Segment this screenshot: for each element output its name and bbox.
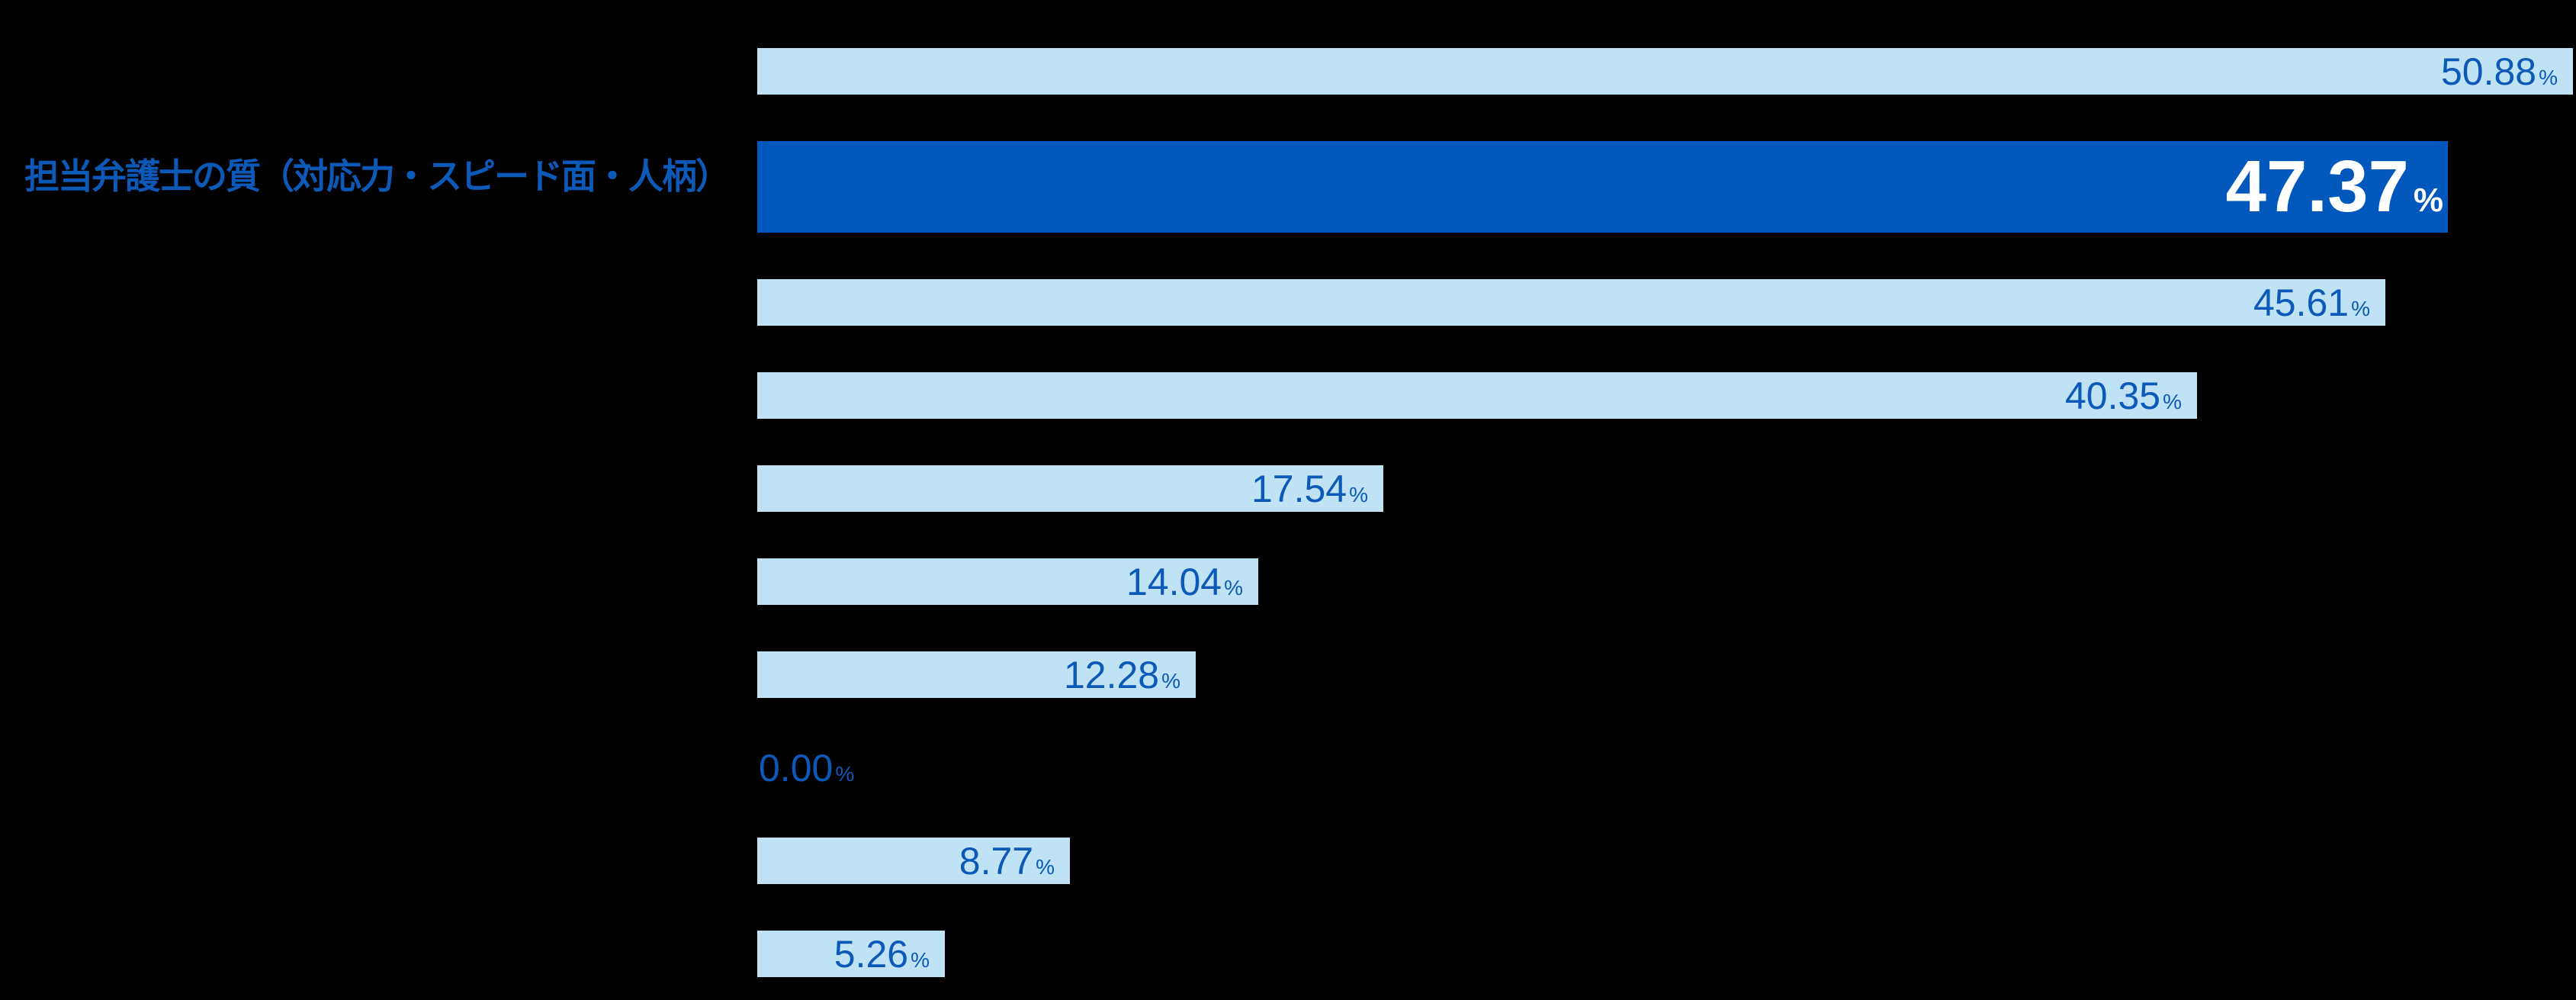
value-label: 5.26 % — [834, 935, 930, 973]
percent-suffix: % — [1036, 854, 1055, 879]
value-number: 14.04 — [1126, 560, 1222, 603]
percent-suffix: % — [835, 761, 855, 786]
percent-suffix: % — [2351, 296, 2370, 320]
bar-row: 0.00 % — [0, 744, 2576, 791]
category-label: 担当弁護士の質（対応力・スピード面・人柄） — [24, 156, 731, 196]
bar: 12.28 % — [757, 651, 1196, 698]
percent-suffix: % — [911, 947, 930, 972]
percent-suffix: % — [2163, 389, 2182, 413]
value-label: 17.54 % — [1251, 470, 1368, 508]
bar-row: 14.04 % — [0, 558, 2576, 605]
value-label: 47.37 % — [2226, 150, 2443, 223]
percent-suffix: % — [1224, 575, 1243, 600]
bar: 17.54 % — [757, 465, 1383, 512]
value-number: 0.00 — [759, 746, 834, 789]
value-label: 50.88 % — [2441, 53, 2558, 91]
value-label: 45.61 % — [2253, 284, 2370, 322]
percent-suffix: % — [2539, 65, 2558, 89]
value-label: 12.28 % — [1064, 656, 1180, 694]
value-label: 8.77 % — [959, 842, 1055, 880]
bar-row: 担当弁護士の質（対応力・スピード面・人柄） 47.37 % — [0, 141, 2576, 233]
bar: 50.88 % — [757, 48, 2573, 95]
value-label: 14.04 % — [1126, 563, 1243, 601]
value-label: 0.00 % — [759, 749, 854, 787]
bar-row: 12.28 % — [0, 651, 2576, 698]
percent-suffix: % — [1161, 668, 1180, 693]
value-number: 40.35 — [2064, 374, 2161, 417]
bar-row: 50.88 % — [0, 48, 2576, 95]
bar: 40.35 % — [757, 372, 2197, 419]
bar-row: 45.61 % — [0, 279, 2576, 326]
bar: 0.00 % — [757, 744, 1367, 791]
bar: 45.61 % — [757, 279, 2385, 326]
bar: 8.77 % — [757, 838, 1070, 884]
value-number: 50.88 — [2440, 50, 2537, 93]
bar-row: 8.77 % — [0, 838, 2576, 884]
bar-row: 5.26 % — [0, 931, 2576, 977]
bar: 5.26 % — [757, 931, 945, 977]
percent-suffix: % — [2413, 182, 2443, 219]
value-number: 5.26 — [834, 932, 909, 976]
bar-row: 17.54 % — [0, 465, 2576, 512]
value-label: 40.35 % — [2065, 377, 2182, 415]
value-number: 8.77 — [959, 839, 1034, 883]
value-number: 45.61 — [2253, 281, 2350, 324]
value-number: 12.28 — [1063, 653, 1160, 696]
percent-suffix: % — [1349, 482, 1368, 506]
value-number: 47.37 — [2225, 146, 2409, 227]
bar-row: 40.35 % — [0, 372, 2576, 419]
bar: 47.37 % — [757, 141, 2448, 233]
bar: 14.04 % — [757, 558, 1258, 605]
value-number: 17.54 — [1251, 467, 1347, 510]
